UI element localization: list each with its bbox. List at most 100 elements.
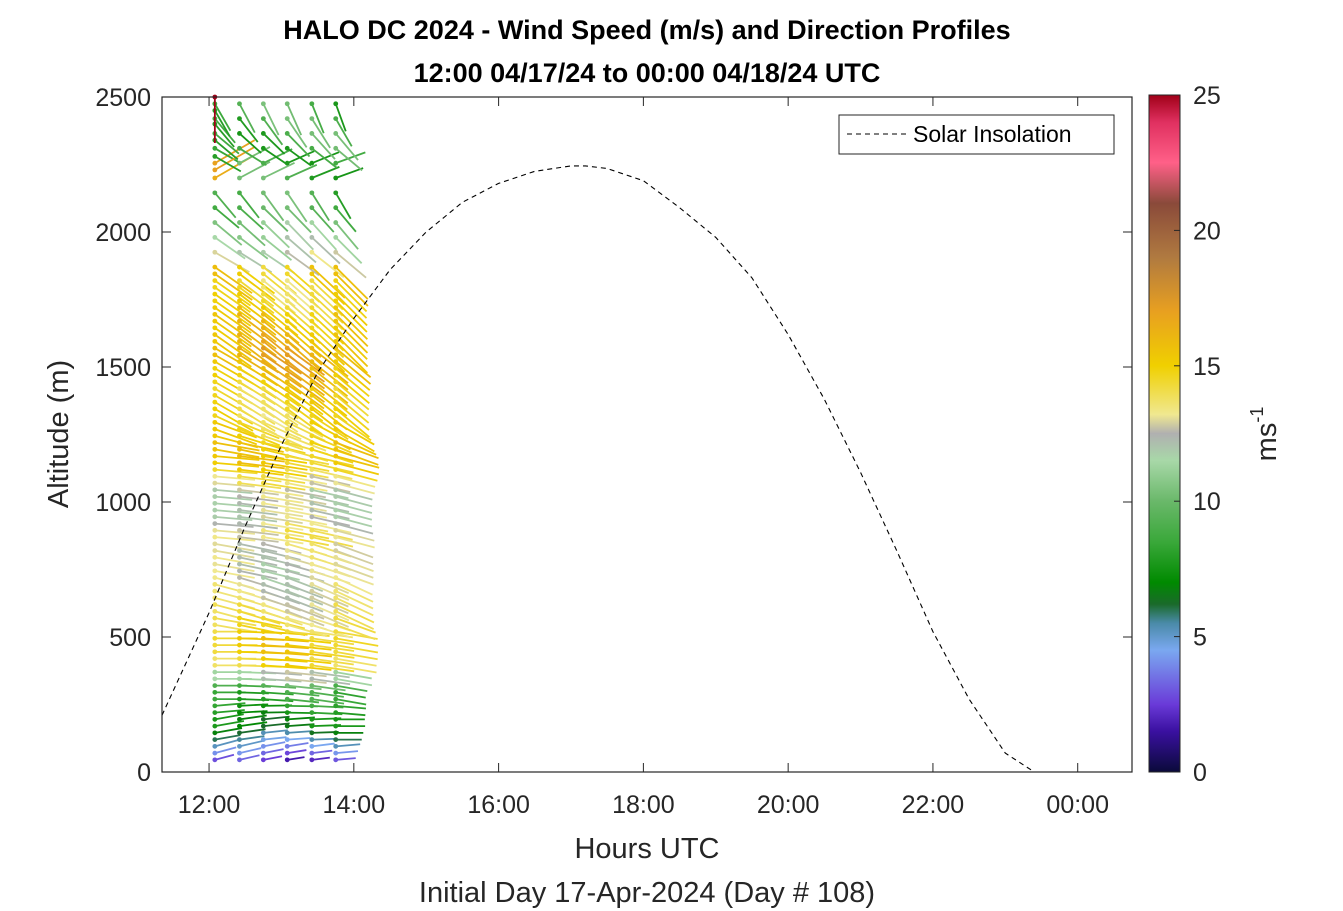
wind-barb-shaft — [335, 236, 363, 264]
wind-barb-shaft — [238, 207, 264, 230]
wind-barb-point — [284, 460, 290, 466]
wind-barb-point — [284, 433, 290, 439]
wind-barb-shaft — [335, 387, 369, 417]
wind-barb-shaft — [214, 617, 257, 627]
y-tick-label: 1000 — [95, 489, 151, 517]
wind-barb-shaft — [335, 684, 368, 693]
wind-barb-point — [212, 467, 218, 472]
plot-background — [162, 97, 1132, 772]
wind-barb-point — [260, 338, 266, 344]
wind-barb-shaft — [311, 333, 346, 366]
wind-barb-point — [284, 305, 290, 310]
wind-barb-point — [309, 338, 315, 344]
wind-barb-shaft — [335, 624, 376, 641]
wind-barb-shaft — [214, 251, 250, 273]
wind-barb-point — [309, 683, 315, 688]
wind-barb-point — [309, 365, 315, 371]
wind-barb-shaft — [311, 347, 349, 378]
wind-barb-point — [212, 365, 218, 371]
wind-barb-point — [284, 514, 290, 520]
wind-barb-point — [237, 514, 242, 520]
wind-barb-point — [333, 311, 339, 317]
wind-barb-point — [260, 271, 266, 277]
wind-barb-shaft — [263, 522, 304, 531]
wind-barb-point — [237, 131, 242, 136]
wind-barb-point — [284, 392, 290, 398]
wind-barb-point — [260, 249, 266, 255]
wind-barb-point — [212, 730, 218, 736]
wind-barb-shaft — [239, 556, 278, 567]
wind-barb-shaft — [286, 118, 308, 148]
wind-barb-shaft — [214, 313, 253, 341]
wind-barb-shaft — [311, 360, 349, 391]
wind-barb-shaft — [238, 320, 277, 350]
wind-barb-point — [333, 318, 339, 324]
wind-barb-shaft — [214, 475, 256, 481]
wind-barb-point — [284, 507, 290, 513]
wind-barb-shaft — [311, 650, 355, 659]
wind-barb-point — [333, 676, 339, 682]
wind-barb-point — [309, 460, 315, 466]
wind-barb-shaft — [214, 293, 252, 321]
wind-barb-shaft — [263, 475, 306, 484]
wind-barb-point — [212, 154, 218, 159]
wind-barb-point — [333, 480, 339, 486]
wind-barb-shaft — [263, 569, 300, 581]
wind-barb-point — [284, 608, 290, 614]
wind-barb-point — [237, 595, 242, 601]
wind-barb-point — [212, 145, 218, 151]
wind-barb-shaft — [214, 739, 239, 748]
wind-barb-shaft — [311, 293, 344, 324]
wind-barb-point — [237, 220, 242, 225]
wind-barb-point — [309, 249, 315, 255]
wind-barb-point — [260, 473, 266, 479]
wind-barb-shaft — [214, 515, 253, 522]
wind-barb-shaft — [214, 207, 240, 229]
wind-barb-point — [212, 541, 218, 547]
wind-barb-point — [284, 527, 290, 533]
wind-barb-shaft — [311, 320, 345, 352]
colorbar-tick-label: 5 — [1193, 624, 1207, 652]
wind-barb-point — [284, 494, 290, 499]
wind-barb-point — [333, 514, 339, 520]
wind-barb-shaft — [214, 279, 252, 307]
wind-barb-shaft — [311, 597, 349, 615]
wind-barb-point — [284, 710, 290, 715]
wind-barb-point — [309, 332, 315, 337]
wind-barb-shaft — [311, 166, 340, 179]
wind-barb-shaft — [263, 482, 306, 491]
wind-barb-shaft — [335, 475, 376, 488]
wind-barb-point — [212, 190, 218, 196]
wind-barb-shaft — [335, 597, 374, 617]
wind-barb-point — [260, 723, 266, 729]
wind-barb-point — [212, 575, 218, 580]
wind-barb-shaft — [311, 657, 354, 666]
wind-barb-point — [237, 352, 242, 358]
wind-barb-point — [237, 656, 242, 661]
wind-barb-shaft — [239, 747, 262, 754]
wind-barb-shaft — [239, 563, 278, 573]
wind-barb-shaft — [287, 691, 320, 697]
wind-barb-point — [212, 426, 218, 432]
wind-barb-point — [333, 730, 339, 736]
wind-barb-point — [284, 581, 290, 587]
wind-barb-shaft — [335, 132, 359, 161]
wind-barb-shaft — [311, 576, 349, 595]
wind-barb-point — [237, 581, 242, 587]
wind-barb-shaft — [239, 740, 264, 748]
wind-barb-shaft — [287, 698, 320, 704]
wind-barb-shaft — [335, 428, 375, 453]
wind-barb-point — [212, 167, 218, 173]
wind-barb-shaft — [262, 408, 299, 433]
wind-barb-shaft — [238, 132, 262, 154]
wind-barb-point — [284, 473, 290, 479]
wind-barb-point — [284, 352, 290, 358]
wind-barb-point — [260, 419, 266, 425]
wind-barb-point — [333, 101, 339, 107]
wind-barb-point — [333, 696, 339, 702]
wind-barb-shaft — [311, 610, 349, 628]
wind-barb-shaft — [335, 743, 361, 748]
wind-barb-shaft — [214, 123, 235, 148]
wind-barb-shaft — [239, 475, 282, 483]
wind-barb-point — [212, 345, 218, 351]
